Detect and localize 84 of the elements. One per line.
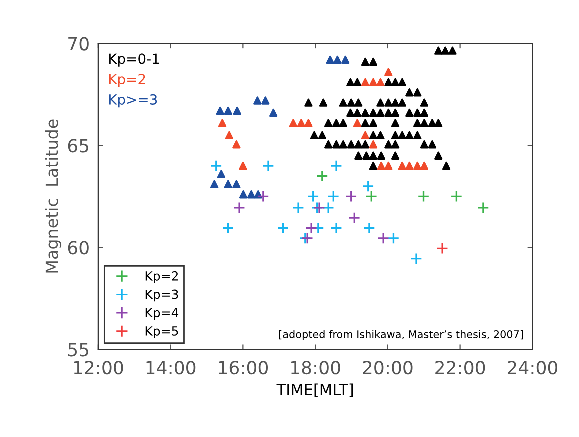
legend-label: Kp=5 <box>146 326 178 338</box>
point <box>369 140 378 149</box>
x-tick-label: 22:00 <box>436 361 486 375</box>
point <box>378 232 390 244</box>
point <box>414 162 422 170</box>
legend-label: Kp=4 <box>146 308 179 320</box>
point <box>342 56 350 64</box>
point <box>292 202 305 214</box>
point <box>216 106 224 116</box>
point <box>262 96 270 105</box>
point <box>232 180 241 189</box>
legend-label: Kp=2 <box>146 271 178 284</box>
point <box>362 180 374 192</box>
x-tick-label: 18:00 <box>292 361 340 375</box>
point <box>302 232 314 244</box>
point <box>345 190 358 203</box>
point <box>410 252 423 265</box>
point <box>369 78 378 87</box>
point <box>348 212 361 224</box>
point <box>224 106 232 116</box>
annotation: [adopted from Ishikawa, Master’s thesis, 2007] <box>279 330 524 340</box>
point <box>328 190 340 203</box>
point <box>210 180 219 189</box>
text: Kp=0-1 <box>110 54 160 67</box>
point <box>269 108 278 118</box>
point <box>239 162 248 170</box>
point <box>376 78 385 87</box>
point <box>254 96 262 105</box>
point <box>316 170 328 182</box>
point <box>277 222 290 234</box>
point <box>289 119 298 128</box>
x-tick-label: 20:00 <box>363 361 413 375</box>
point <box>262 160 274 172</box>
point <box>388 232 400 244</box>
point <box>330 160 343 172</box>
point <box>257 190 270 203</box>
point <box>210 160 222 172</box>
point <box>334 56 342 64</box>
point <box>420 162 429 170</box>
point <box>353 119 362 128</box>
y-tick-label: 65 <box>68 139 89 153</box>
point <box>314 202 326 214</box>
point <box>363 222 376 234</box>
legend-label: Kp=3 <box>146 290 178 302</box>
point <box>384 162 393 170</box>
point <box>361 78 370 87</box>
point <box>234 202 246 214</box>
text: Kp=2 <box>110 74 146 88</box>
point <box>247 190 256 199</box>
point <box>297 119 306 128</box>
point <box>222 222 234 234</box>
point <box>366 190 378 203</box>
point <box>217 170 226 178</box>
point <box>322 202 335 214</box>
point <box>418 190 430 203</box>
y-tick-label: 70 <box>68 37 89 51</box>
point <box>224 180 232 189</box>
y-tick-label: 55 <box>68 343 89 357</box>
point <box>239 190 248 199</box>
x-axis-title: TIME[MLT] <box>276 384 353 398</box>
point <box>406 162 414 170</box>
y-tick-label: 60 <box>68 241 89 255</box>
point <box>326 56 334 64</box>
point <box>307 190 320 203</box>
point <box>436 242 449 255</box>
point <box>450 190 463 203</box>
point <box>218 119 227 128</box>
point <box>477 202 490 214</box>
point <box>304 119 313 128</box>
x-tick-label: 14:00 <box>146 361 196 375</box>
point <box>398 162 406 170</box>
x-tick-label: 24:00 <box>508 361 558 375</box>
x-tick-label: 12:00 <box>74 361 124 375</box>
point <box>232 140 241 149</box>
y-axis-title: Magnetic Latitude <box>45 120 62 273</box>
point <box>233 106 242 116</box>
point <box>306 222 318 234</box>
x-tick-label: 16:00 <box>219 361 268 375</box>
text: Kp>=3 <box>110 94 158 108</box>
point <box>377 162 386 170</box>
point <box>330 222 343 234</box>
point <box>361 131 370 140</box>
point <box>225 131 234 140</box>
point <box>384 68 393 76</box>
